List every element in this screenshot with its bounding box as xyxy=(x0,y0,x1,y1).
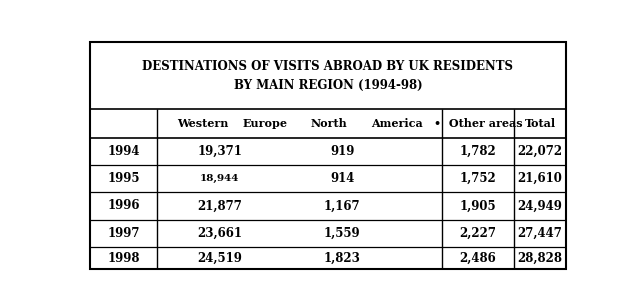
Text: 1,905: 1,905 xyxy=(460,200,497,213)
Text: 24,949: 24,949 xyxy=(518,200,563,213)
Text: 23,661: 23,661 xyxy=(197,227,242,240)
Text: DESTINATIONS OF VISITS ABROAD BY UK RESIDENTS: DESTINATIONS OF VISITS ABROAD BY UK RESI… xyxy=(143,59,513,72)
Text: 19,371: 19,371 xyxy=(197,145,242,158)
Text: 1,559: 1,559 xyxy=(324,227,360,240)
Text: America: America xyxy=(371,118,422,129)
Text: 1994: 1994 xyxy=(107,145,140,158)
Text: 21,877: 21,877 xyxy=(197,200,242,213)
Text: 1997: 1997 xyxy=(107,227,140,240)
Text: 1,782: 1,782 xyxy=(460,145,497,158)
Text: Total: Total xyxy=(524,118,556,129)
Text: Western: Western xyxy=(177,118,228,129)
Text: 22,072: 22,072 xyxy=(518,145,563,158)
Text: 28,828: 28,828 xyxy=(518,252,563,265)
Text: 919: 919 xyxy=(330,145,355,158)
Text: North: North xyxy=(311,118,348,129)
Text: 914: 914 xyxy=(330,172,355,185)
Text: 1996: 1996 xyxy=(107,200,140,213)
Text: 18,944: 18,944 xyxy=(200,174,239,183)
Text: 1,167: 1,167 xyxy=(324,200,360,213)
Text: 2,227: 2,227 xyxy=(460,227,497,240)
Text: •  Other areas: • Other areas xyxy=(434,118,522,129)
Text: BY MAIN REGION (1994-98): BY MAIN REGION (1994-98) xyxy=(234,79,422,91)
Text: 1,752: 1,752 xyxy=(460,172,497,185)
Text: 2,486: 2,486 xyxy=(460,252,497,265)
Text: 27,447: 27,447 xyxy=(518,227,563,240)
Text: 1995: 1995 xyxy=(107,172,140,185)
Text: Europe: Europe xyxy=(243,118,287,129)
Text: 21,610: 21,610 xyxy=(518,172,563,185)
Text: 24,519: 24,519 xyxy=(197,252,242,265)
Text: 1,823: 1,823 xyxy=(324,252,361,265)
Text: 1998: 1998 xyxy=(107,252,140,265)
